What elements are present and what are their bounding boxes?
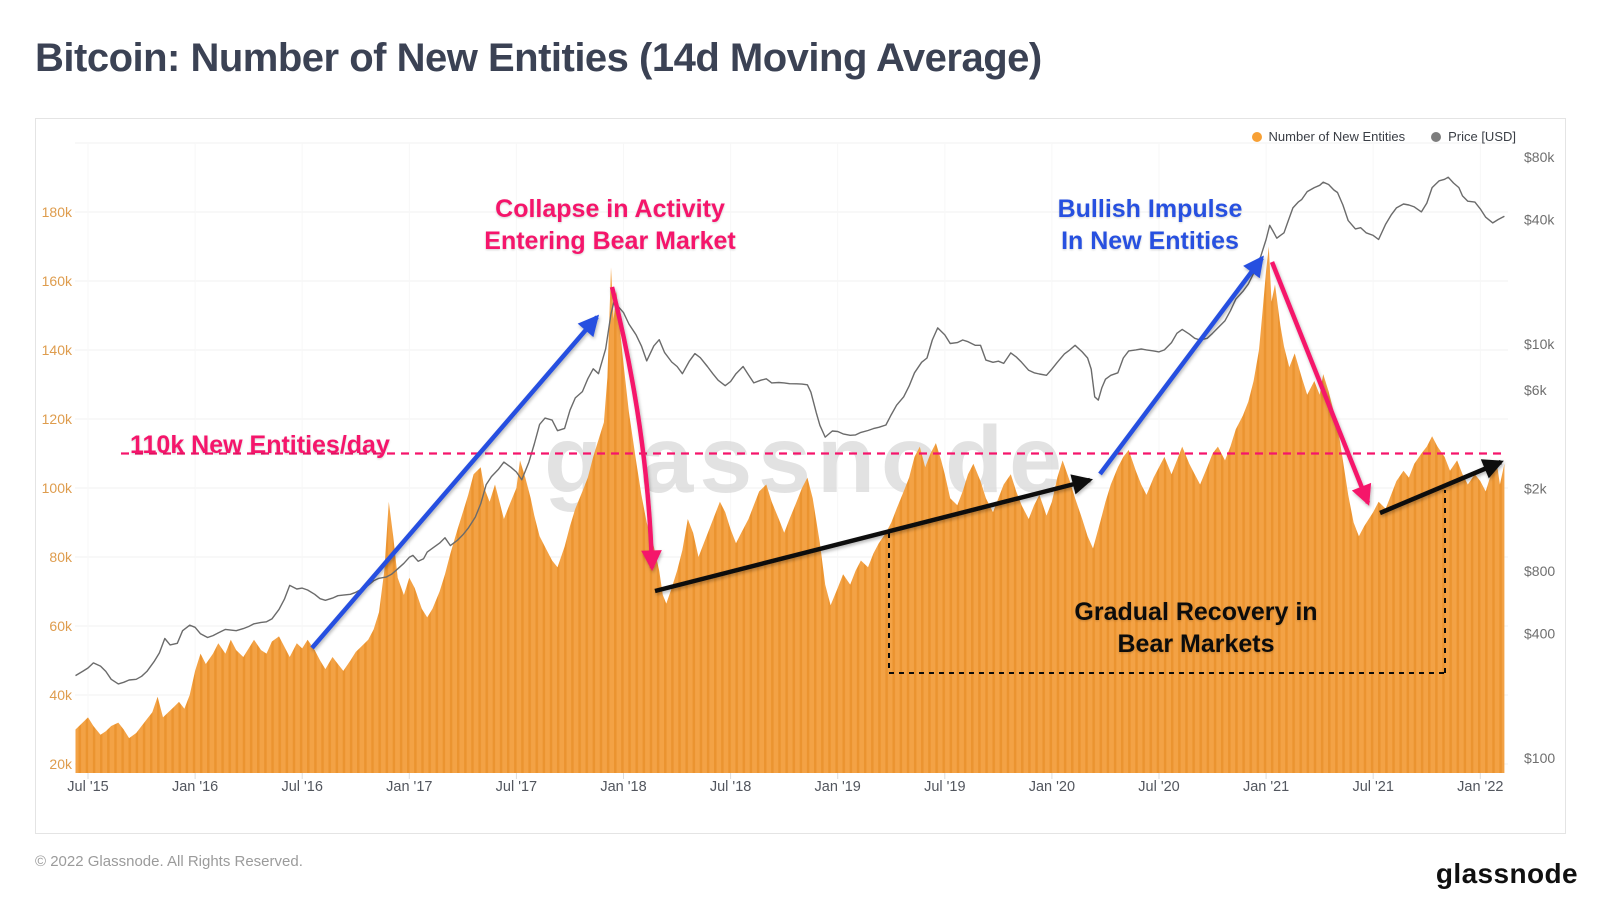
left-axis-label: 180k xyxy=(42,204,73,220)
x-axis-label: Jan '19 xyxy=(815,779,861,795)
x-axis-label: Jul '21 xyxy=(1352,779,1393,795)
annotation-bullish-line1: Bullish Impulse xyxy=(1057,195,1243,223)
black-arrow xyxy=(1379,459,1504,516)
x-axis-label: Jan '22 xyxy=(1457,779,1503,795)
left-axis-label: 40k xyxy=(49,687,73,703)
x-axis-label: Jul '18 xyxy=(710,779,751,795)
right-axis-label: $400 xyxy=(1524,625,1555,641)
page-title: Bitcoin: Number of New Entities (14d Mov… xyxy=(35,36,1042,80)
legend-item-new-entities[interactable]: Number of New Entities xyxy=(1251,129,1406,144)
legend-label-new-entities: Number of New Entities xyxy=(1268,129,1406,144)
left-axis-label: 60k xyxy=(49,618,73,634)
annotation-collapse-line1: Collapse in Activity xyxy=(495,195,725,223)
x-axis-label: Jul '20 xyxy=(1138,779,1179,795)
legend-item-price[interactable]: Price [USD] xyxy=(1431,129,1516,144)
annotation-arrows xyxy=(310,255,1504,650)
annotation-bullish-text: Bullish Impulse In New Entities xyxy=(990,193,1310,257)
right-axis-label: $800 xyxy=(1524,563,1555,579)
x-axis-label: Jan '17 xyxy=(386,779,432,795)
x-axis-label: Jul '19 xyxy=(924,779,965,795)
price-line-series xyxy=(75,176,1505,685)
chart-svg: glassnode20k40k60k80k100k120k140k160k180… xyxy=(42,142,1555,795)
annotation-gradual-line2: Bear Markets xyxy=(1117,630,1275,658)
left-axis-label: 140k xyxy=(42,342,73,358)
left-axis-label: 160k xyxy=(42,273,73,289)
annotation-bullish-line2: In New Entities xyxy=(1061,227,1239,255)
right-axis-label: $100 xyxy=(1524,750,1555,766)
right-axis-label: $40k xyxy=(1524,211,1555,227)
left-axis-label: 120k xyxy=(42,411,73,427)
right-axis-label: $6k xyxy=(1524,382,1548,398)
entities-legend-dot-icon xyxy=(1251,131,1262,142)
annotation-110k-threshold-label: 110k New Entities/day xyxy=(130,431,390,459)
pink-arrow xyxy=(609,286,662,572)
annotation-collapse-text: Collapse in Activity Entering Bear Marke… xyxy=(430,193,790,257)
black-arrow xyxy=(654,474,1094,594)
blue-arrow xyxy=(310,314,600,650)
right-axis-label: $80k xyxy=(1524,149,1555,165)
annotation-gradual-line1: Gradual Recovery in xyxy=(1074,598,1318,626)
x-axis-label: Jan '21 xyxy=(1243,779,1289,795)
pink-arrow xyxy=(1269,261,1372,506)
x-axis-label: Jul '15 xyxy=(67,779,108,795)
x-axis-label: Jul '17 xyxy=(496,779,537,795)
x-axis-label: Jan '16 xyxy=(172,779,218,795)
x-axis-label: Jul '16 xyxy=(281,779,322,795)
right-axis-label: $10k xyxy=(1524,336,1555,352)
legend: Number of New Entities Price [USD] xyxy=(1251,129,1516,144)
left-axis-label: 100k xyxy=(42,480,73,496)
x-axis-label: Jan '20 xyxy=(1029,779,1075,795)
left-axis-label: 20k xyxy=(49,756,73,772)
right-axis-label: $2k xyxy=(1524,481,1548,497)
left-axis-label: 80k xyxy=(49,549,73,565)
x-axis-label: Jan '18 xyxy=(600,779,646,795)
glassnode-logo: glassnode xyxy=(1435,858,1578,889)
price-legend-dot-icon xyxy=(1431,131,1442,142)
copyright-text: © 2022 Glassnode. All Rights Reserved. xyxy=(35,853,303,870)
annotation-gradual-recovery-text: Gradual Recovery in Bear Markets xyxy=(1036,596,1356,660)
legend-label-price: Price [USD] xyxy=(1448,129,1516,144)
blue-arrow xyxy=(1098,255,1264,476)
annotation-collapse-line2: Entering Bear Market xyxy=(484,227,736,255)
entities-area-series xyxy=(75,246,1505,773)
